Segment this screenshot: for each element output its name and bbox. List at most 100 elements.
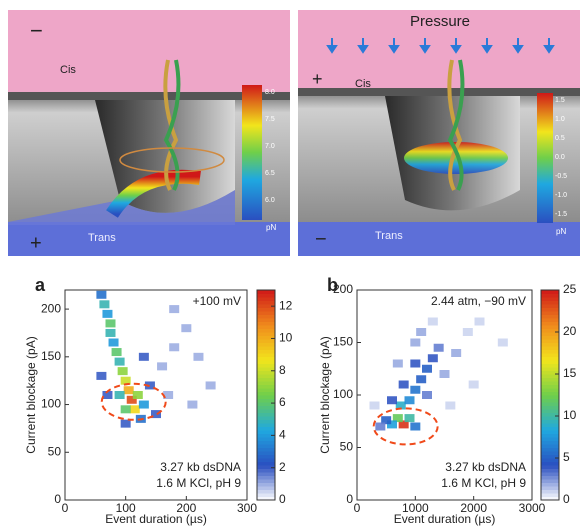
heat-cell [398,380,409,389]
colorbar-step [257,409,275,413]
colorbar-step [257,335,275,340]
label: Cis [60,64,76,76]
colorbar-step [541,346,559,350]
colorbar-step [257,356,275,361]
colorbar-step [541,409,559,413]
heat-cell [439,370,450,378]
highlight [100,382,167,421]
colorbar-step [257,293,275,298]
colorbar-step [541,451,559,455]
plot-frame [64,289,248,501]
heat-cell [114,357,125,366]
y-tick-label: 0 [54,492,61,506]
y-tick-label: 200 [333,282,353,296]
colorbar-step [257,367,275,371]
y-tick-label: 100 [333,387,353,401]
colorbar-step [541,402,559,406]
heat-cell [392,414,403,423]
colorbar-step [541,468,559,473]
colorbar-tick-label: 8.0 [265,89,275,96]
heat-cell [96,290,107,299]
heat-cell [105,319,116,328]
colorbar-tick-label: 10 [563,408,577,422]
colorbar-step [257,398,275,403]
heat-cell [187,400,198,409]
colorbar-step [541,430,559,434]
x-tick-label: 3000 [519,501,546,515]
colorbar-step [541,447,559,452]
colorbar-step [257,318,275,322]
heat-cell [120,405,131,414]
sign: − [30,18,43,43]
colorbar-tick-label: 1.5 [555,97,565,104]
y-tick-label: 150 [41,349,61,363]
colorbar-step [541,342,559,347]
colorbar-step [257,342,275,347]
colorbar-step [541,356,559,361]
colorbar-tick-label: 4 [279,428,286,442]
heat-cell [105,328,116,337]
heat-cell [416,375,427,384]
colorbar-step [257,402,275,406]
heat-cell [422,391,432,399]
colorbar-step [541,325,559,329]
colorbar-tick-label: 0 [563,492,570,506]
colorbar-step [257,482,275,487]
colorbar-step [541,335,559,340]
colorbar-tick-label: 1.0 [555,116,565,123]
x-tick-label: 200 [176,501,196,515]
colorbar-tick-label: 15 [563,366,577,380]
heat-cell [422,364,432,373]
colorbar-step [257,440,275,445]
colorbar-step [257,290,275,294]
heat-cell [398,420,409,429]
colorbar-step [541,381,559,385]
label: Trans [375,230,403,242]
title: Pressure [410,13,470,30]
heat-cell [126,395,137,404]
heat-cell [369,401,380,410]
colorbar-step [541,482,559,487]
colorbar-step [257,405,275,410]
colorbar-step [257,489,275,494]
heat-cell [427,317,438,326]
heat-cell [427,354,438,363]
x-tick-label: 300 [237,501,257,515]
colorbar-step [541,377,559,382]
colorbar-step [541,318,559,322]
colorbar-tick-label: 0.5 [555,135,565,142]
annotation: 1.6 M KCl, pH 9 [441,476,526,490]
heat-cell [410,338,421,347]
heat-cell [102,309,113,318]
illustration-right: Pressure + Cis − Trans pN [298,10,580,256]
colorbar-step [541,328,559,333]
colorbar-step [257,395,275,399]
heat-cell [387,396,397,405]
heat-cell [181,324,192,333]
colorbar-step [541,314,559,319]
colorbar-step [541,496,559,501]
colorbar-tick-label: 6.0 [265,197,275,204]
colorbar-step [257,437,275,441]
colorbar-step [257,412,275,417]
colorbar-step [541,370,559,375]
annotation: 3.27 kb dsDNA [160,460,241,474]
heat-cell [410,385,421,394]
colorbar-step [541,391,559,396]
colorbar-step [257,332,275,336]
colorbar-frame [256,289,276,501]
sign: + [312,69,323,89]
heat-cell [404,396,415,405]
colorbar-tick-label: -0.5 [555,173,567,180]
colorbar-step [541,339,559,343]
colorbar-step [541,332,559,336]
colorbar-step [541,349,559,354]
colorbar-step [257,377,275,382]
colorbar-tick-label: -1.0 [555,192,567,199]
heat-cell [102,391,113,399]
colorbar-tick-label: 10 [279,331,293,345]
colorbar-step [257,360,275,364]
colorbar-step [257,314,275,319]
heat-cell [117,367,128,376]
colorbar-tick-label: 7.0 [265,143,275,150]
